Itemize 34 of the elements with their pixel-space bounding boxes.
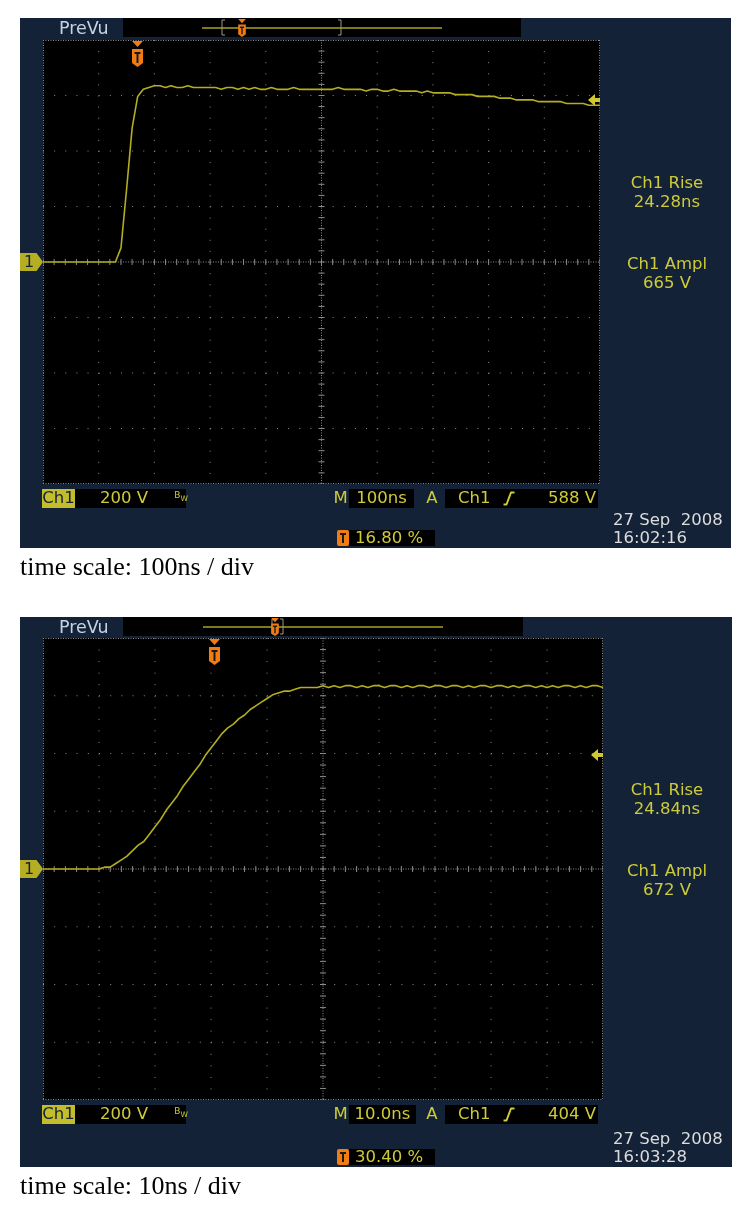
text: M [333, 1103, 348, 1124]
text: time scale: 10ns / div [20, 1171, 241, 1201]
text: 16:02:16 [613, 527, 688, 548]
text: B$_{W}$ [174, 490, 188, 504]
text: Ch1 Ampl [626, 860, 708, 881]
text: Ch1 Ampl [626, 253, 708, 274]
text: 27 Sep 2008 [613, 509, 723, 530]
text: Ch1 [458, 487, 491, 508]
text: 10.0ns [354, 1103, 411, 1124]
text: 16:03:28 [613, 1146, 688, 1167]
text: 16.80 % [355, 527, 424, 548]
text: 1 [23, 251, 35, 272]
text: 24.84ns [633, 798, 701, 819]
text: PreVu [59, 17, 109, 38]
text: 24.28ns [633, 191, 701, 212]
text: 1 [23, 858, 35, 879]
text: A [426, 487, 438, 508]
text: PreVu [59, 616, 109, 637]
text: 30.40 % [355, 1146, 424, 1167]
text: time scale: 100ns / div [20, 552, 254, 582]
text: A [426, 1103, 438, 1124]
text: 665 V [642, 272, 692, 293]
text: 672 V [642, 879, 692, 900]
text: 100ns [356, 487, 407, 508]
text: 200 V [99, 487, 149, 508]
text: M [333, 487, 348, 508]
text: 27 Sep 2008 [613, 1128, 723, 1149]
text: B$_{W}$ [174, 1106, 188, 1120]
text: 588 V [547, 487, 596, 508]
text: Ch1 [458, 1103, 491, 1124]
text: 404 V [547, 1103, 596, 1124]
text: Ch1 Rise [630, 779, 704, 800]
text: Ch1 Rise [630, 172, 704, 193]
text: 200 V [99, 1103, 149, 1124]
